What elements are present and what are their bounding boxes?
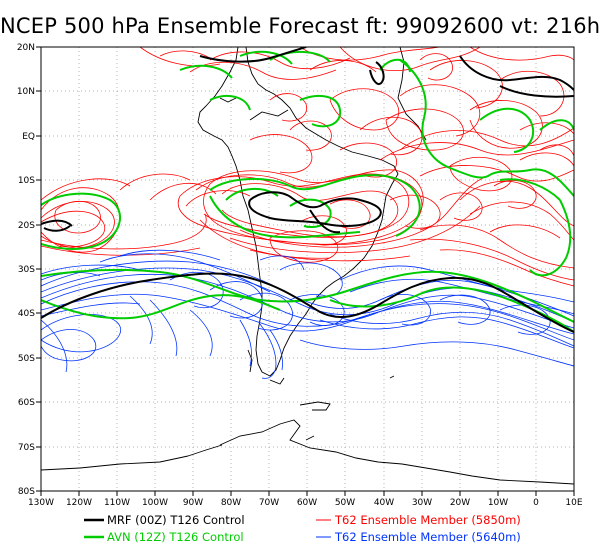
lat-label: EQ xyxy=(22,132,35,142)
lon-label: 50W xyxy=(335,498,355,508)
lat-label: 10N xyxy=(17,87,35,97)
lon-label: 10W xyxy=(488,498,508,508)
tick-marks xyxy=(36,46,575,496)
lon-label: 40W xyxy=(374,498,394,508)
red-ensemble-contours xyxy=(41,47,574,287)
lon-label: 0 xyxy=(533,498,539,508)
legend-label-red: T62 Ensemble Member (5850m) xyxy=(334,513,521,527)
lon-label: 130W xyxy=(28,498,54,508)
lon-label: 30W xyxy=(412,498,432,508)
lat-label: 30S xyxy=(18,265,35,275)
lat-label: 60S xyxy=(18,398,35,408)
lat-label: 10S xyxy=(18,176,35,186)
grid xyxy=(41,47,574,491)
lon-label: 120W xyxy=(66,498,92,508)
black-mrf-contours xyxy=(41,47,574,333)
lat-label: 20N xyxy=(17,43,35,53)
lat-label: 80S xyxy=(18,487,35,497)
lon-label: 10E xyxy=(565,498,582,508)
lon-label: 60W xyxy=(297,498,317,508)
legend: MRF (00Z) T126 Control AVN (12Z) T126 Co… xyxy=(84,513,521,544)
lon-label: 90W xyxy=(183,498,203,508)
legend-label-blue: T62 Ensemble Member (5640m) xyxy=(334,530,521,544)
lat-label: 40S xyxy=(18,309,35,319)
map-title: NCEP 500 hPa Ensemble Forecast ft: 99092… xyxy=(0,14,600,38)
longitude-labels: 130W 120W 110W 100W 90W 80W 70W 60W 50W … xyxy=(28,498,583,508)
lat-label: 50S xyxy=(18,354,35,364)
legend-label-mrf: MRF (00Z) T126 Control xyxy=(107,513,245,527)
legend-label-avn: AVN (12Z) T126 Control xyxy=(107,530,244,544)
lon-label: 70W xyxy=(259,498,279,508)
lon-label: 100W xyxy=(142,498,168,508)
latitude-labels: 20N 10N EQ 10S 20S 30S 40S 50S 60S 70S 8… xyxy=(17,43,35,497)
lon-label: 110W xyxy=(104,498,130,508)
lat-label: 70S xyxy=(18,443,35,453)
lat-label: 20S xyxy=(18,221,35,231)
lon-label: 20W xyxy=(450,498,470,508)
lon-label: 80W xyxy=(221,498,241,508)
